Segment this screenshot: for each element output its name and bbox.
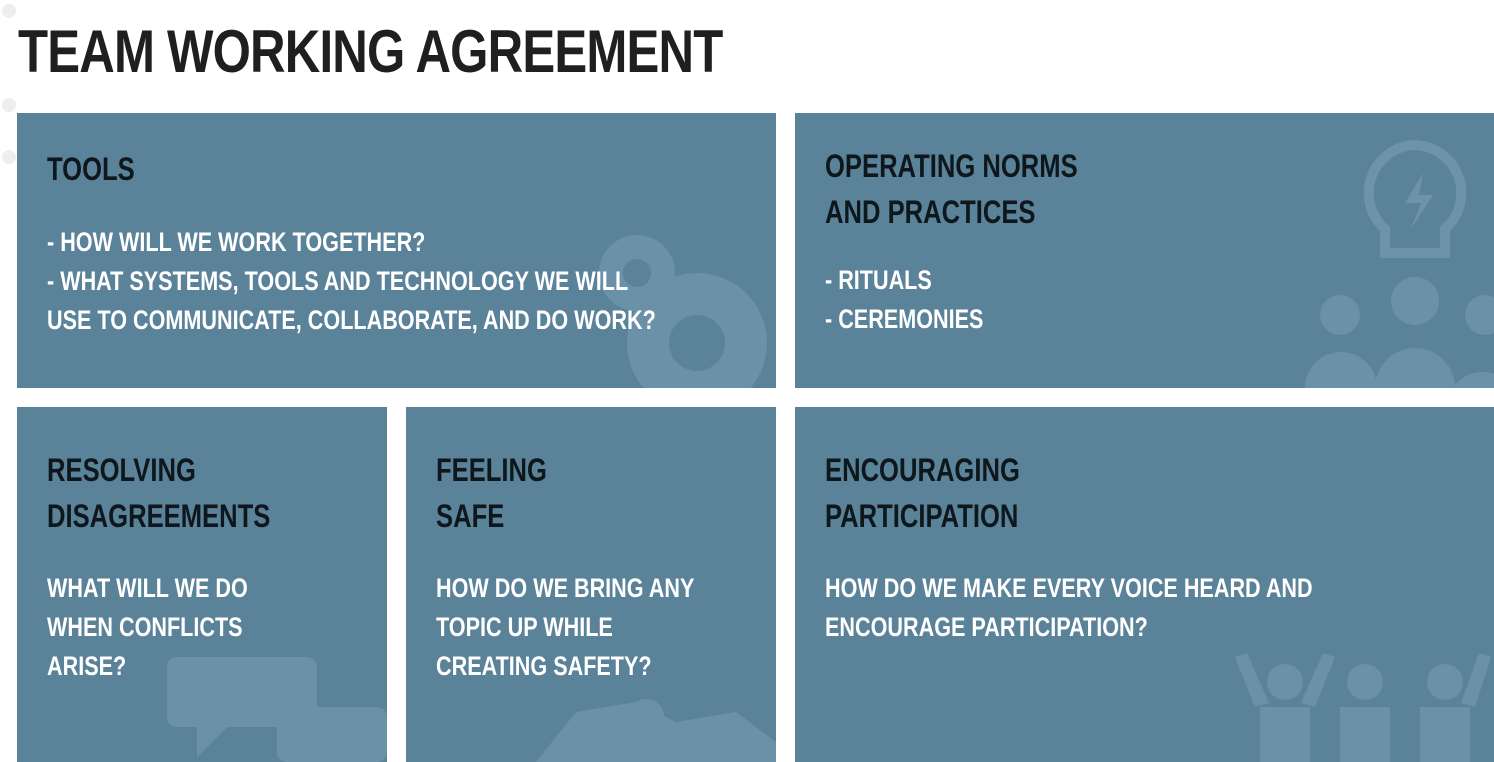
card-heading: ENCOURAGING PARTICIPATION [825,447,1020,539]
body-line: ENCOURAGE PARTICIPATION? [825,612,1148,642]
card-feeling-safe: FEELING SAFE HOW DO WE BRING ANY TOPIC U… [406,407,776,762]
card-body: HOW DO WE BRING ANY TOPIC UP WHILE CREAT… [436,569,694,686]
card-encouraging-participation: ENCOURAGING PARTICIPATION HOW DO WE MAKE… [795,407,1494,762]
body-line: TOPIC UP WHILE [436,612,613,642]
card-heading: FEELING SAFE [436,447,547,539]
heading-line: ENCOURAGING [825,452,1020,488]
heading-line: FEELING [436,452,547,488]
heading-line: RESOLVING [47,452,196,488]
heading-line: SAFE [436,498,505,534]
body-line: - CEREMONIES [825,304,984,334]
body-line: USE TO COMMUNICATE, COLLABORATE, AND DO … [47,305,656,335]
heading-line: PARTICIPATION [825,498,1019,534]
body-line: - WHAT SYSTEMS, TOOLS AND TECHNOLOGY WE … [47,266,629,296]
decorative-dots [0,0,20,180]
heading-line: OPERATING NORMS [825,148,1078,184]
card-operating-norms: OPERATING NORMS AND PRACTICES - RITUALS … [795,113,1494,388]
body-line: HOW DO WE MAKE EVERY VOICE HEARD AND [825,573,1313,603]
body-line: WHAT WILL WE DO [47,573,248,603]
body-line: - HOW WILL WE WORK TOGETHER? [47,227,426,257]
card-body: HOW DO WE MAKE EVERY VOICE HEARD AND ENC… [825,569,1313,647]
body-line: ARISE? [47,651,127,681]
body-line: WHEN CONFLICTS [47,612,243,642]
body-line: HOW DO WE BRING ANY [436,573,695,603]
lightbulb-team-icon [1305,139,1494,388]
card-body: - RITUALS - CEREMONIES [825,261,983,339]
body-line: CREATING SAFETY? [436,651,652,681]
handshake-icon [536,699,776,762]
heading-line: AND PRACTICES [825,194,1036,230]
body-line: - RITUALS [825,265,932,295]
card-heading: OPERATING NORMS AND PRACTICES [825,143,1078,235]
page-title: TEAM WORKING AGREEMENT [18,18,723,85]
card-body: - HOW WILL WE WORK TOGETHER? - WHAT SYST… [47,223,656,340]
card-body: WHAT WILL WE DO WHEN CONFLICTS ARISE? [47,569,248,686]
card-heading: RESOLVING DISAGREEMENTS [47,447,270,539]
people-cheering-icon [1235,653,1491,762]
heading-line: DISAGREEMENTS [47,498,271,534]
card-heading: TOOLS [47,151,135,187]
card-resolving-disagreements: RESOLVING DISAGREEMENTS WHAT WILL WE DO … [17,407,387,762]
card-tools: TOOLS - HOW WILL WE WORK TOGETHER? - WHA… [17,113,776,388]
